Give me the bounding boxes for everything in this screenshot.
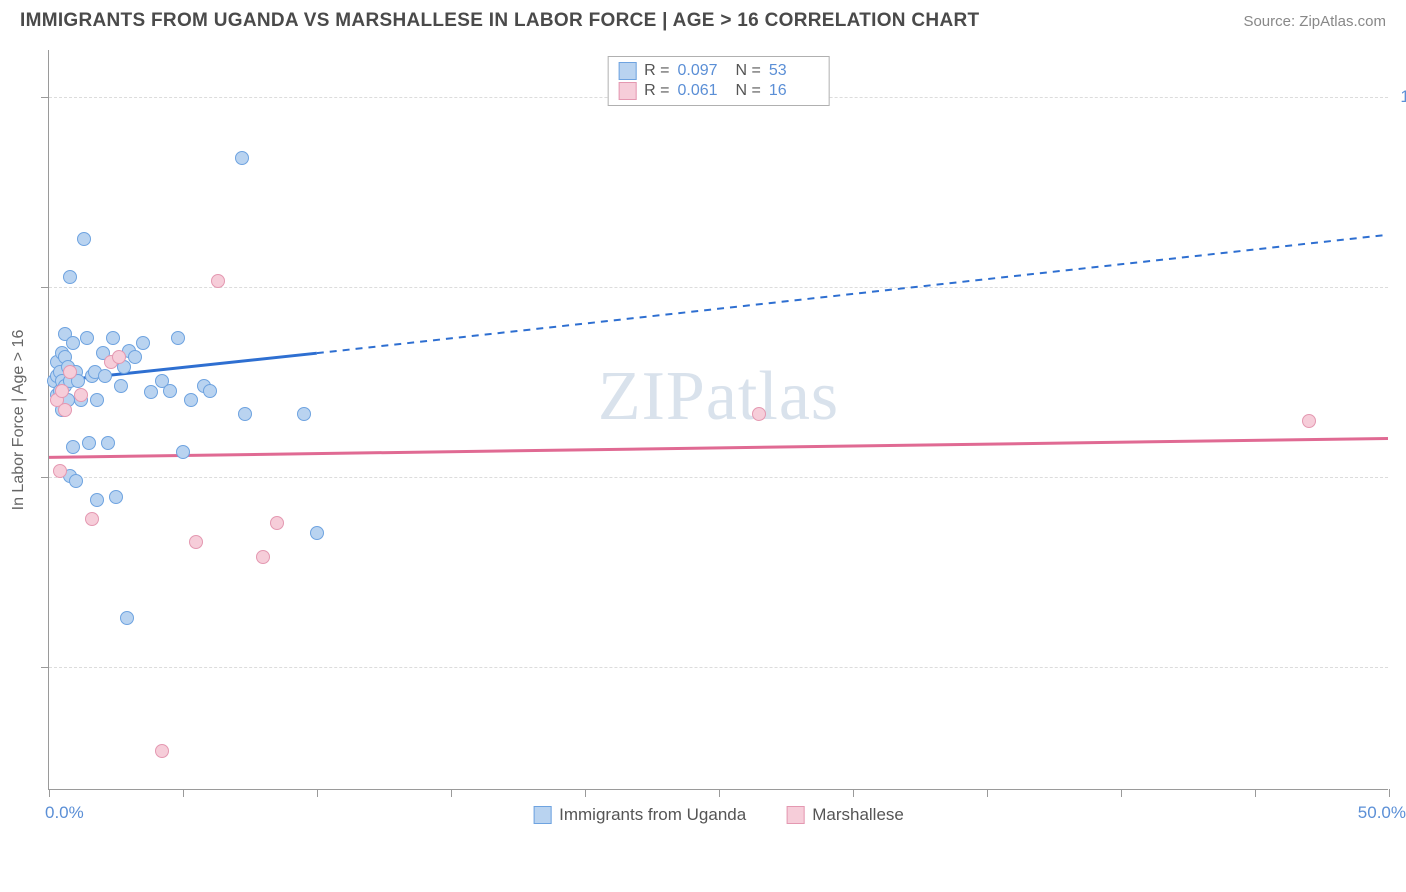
gridline — [49, 477, 1388, 478]
scatter-point — [163, 384, 177, 398]
legend-item: Immigrants from Uganda — [533, 805, 746, 825]
x-tick-label-max: 50.0% — [1358, 803, 1406, 823]
scatter-point — [128, 350, 142, 364]
scatter-point — [106, 331, 120, 345]
scatter-point — [109, 490, 123, 504]
r-value: 0.061 — [678, 82, 728, 100]
n-label: N = — [736, 82, 761, 100]
legend-swatch — [618, 82, 636, 100]
series-legend: Immigrants from Uganda Marshallese — [533, 805, 904, 825]
n-value: 16 — [769, 82, 819, 100]
x-tick-label-min: 0.0% — [45, 803, 84, 823]
stats-legend-row: R = 0.097 N = 53 — [618, 61, 819, 81]
watermark: ZIPatlas — [598, 357, 839, 437]
scatter-point — [112, 350, 126, 364]
scatter-point — [82, 436, 96, 450]
legend-swatch — [786, 806, 804, 824]
y-tick — [41, 97, 49, 98]
scatter-point — [77, 232, 91, 246]
scatter-point — [90, 493, 104, 507]
chart-title: IMMIGRANTS FROM UGANDA VS MARSHALLESE IN… — [20, 10, 979, 32]
scatter-point — [176, 445, 190, 459]
y-tick — [41, 477, 49, 478]
scatter-point — [114, 379, 128, 393]
legend-label: Immigrants from Uganda — [559, 805, 746, 825]
scatter-point — [256, 550, 270, 564]
stats-legend: R = 0.097 N = 53 R = 0.061 N = 16 — [607, 56, 830, 106]
legend-label: Marshallese — [812, 805, 904, 825]
scatter-point — [101, 436, 115, 450]
scatter-point — [66, 440, 80, 454]
scatter-point — [144, 385, 158, 399]
x-tick — [1121, 789, 1122, 797]
scatter-point — [63, 270, 77, 284]
scatter-point — [189, 535, 203, 549]
scatter-point — [55, 384, 69, 398]
scatter-point — [310, 526, 324, 540]
y-tick-label: 60.0% — [1398, 467, 1406, 487]
r-label: R = — [644, 62, 669, 80]
x-tick — [49, 789, 50, 797]
scatter-point — [69, 474, 83, 488]
x-tick — [1255, 789, 1256, 797]
scatter-point — [184, 393, 198, 407]
x-tick — [853, 789, 854, 797]
scatter-point — [136, 336, 150, 350]
scatter-point — [211, 274, 225, 288]
x-tick — [987, 789, 988, 797]
y-tick — [41, 667, 49, 668]
x-tick — [719, 789, 720, 797]
x-tick — [317, 789, 318, 797]
n-value: 53 — [769, 62, 819, 80]
scatter-point — [98, 369, 112, 383]
n-label: N = — [736, 62, 761, 80]
scatter-point — [120, 611, 134, 625]
scatter-point — [85, 512, 99, 526]
legend-swatch — [533, 806, 551, 824]
scatter-point — [66, 336, 80, 350]
scatter-point — [1302, 414, 1316, 428]
scatter-point — [155, 744, 169, 758]
scatter-point — [53, 464, 67, 478]
x-tick — [451, 789, 452, 797]
scatter-point — [90, 393, 104, 407]
y-tick-label: 100.0% — [1398, 87, 1406, 107]
scatter-point — [171, 331, 185, 345]
y-tick-label: 80.0% — [1398, 277, 1406, 297]
scatter-point — [80, 331, 94, 345]
scatter-point — [63, 365, 77, 379]
x-tick — [183, 789, 184, 797]
x-tick — [1389, 789, 1390, 797]
legend-swatch — [618, 62, 636, 80]
legend-item: Marshallese — [786, 805, 904, 825]
scatter-point — [270, 516, 284, 530]
y-tick — [41, 287, 49, 288]
scatter-point — [752, 407, 766, 421]
trend-lines — [49, 50, 1388, 789]
r-label: R = — [644, 82, 669, 100]
scatter-point — [74, 388, 88, 402]
scatter-point — [58, 403, 72, 417]
y-tick-label: 40.0% — [1398, 657, 1406, 677]
scatter-point — [238, 407, 252, 421]
chart-plot-area: ZIPatlas 40.0%60.0%80.0%100.0% In Labor … — [48, 50, 1388, 790]
scatter-point — [203, 384, 217, 398]
source-label: Source: ZipAtlas.com — [1243, 13, 1386, 30]
scatter-point — [297, 407, 311, 421]
x-tick — [585, 789, 586, 797]
scatter-point — [235, 151, 249, 165]
stats-legend-row: R = 0.061 N = 16 — [618, 81, 819, 101]
gridline — [49, 287, 1388, 288]
gridline — [49, 667, 1388, 668]
r-value: 0.097 — [678, 62, 728, 80]
y-axis-label: In Labor Force | Age > 16 — [10, 329, 28, 510]
